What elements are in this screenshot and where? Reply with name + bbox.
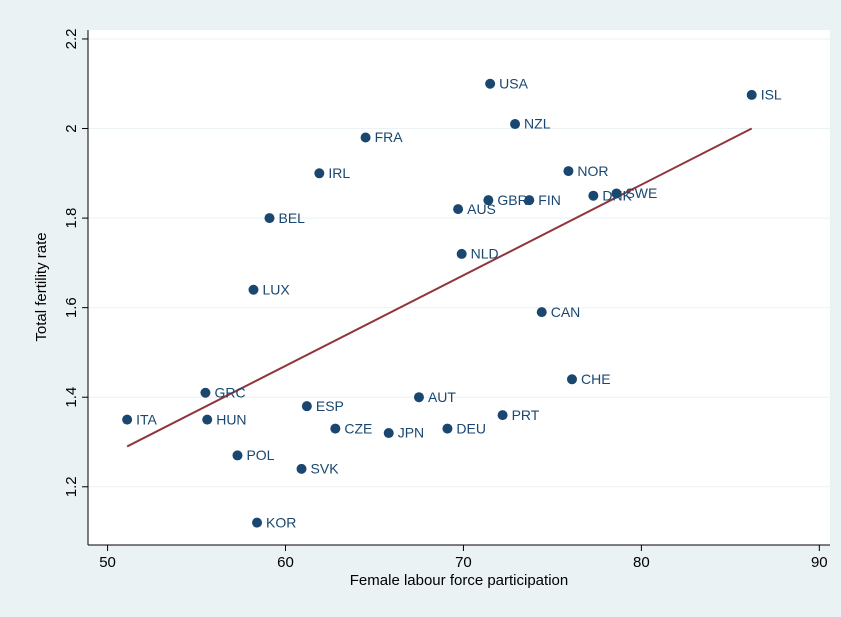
point-label: SWE — [625, 185, 657, 201]
point — [383, 428, 394, 439]
plot-area — [88, 30, 830, 545]
point-label: ITA — [136, 411, 157, 427]
y-tick-label: 1.6 — [63, 297, 80, 318]
point-label: PRT — [512, 407, 540, 423]
point — [510, 119, 521, 130]
point — [248, 284, 259, 295]
point-label: CZE — [344, 420, 372, 436]
x-tick-label: 90 — [811, 554, 828, 571]
point-label: GBR — [497, 192, 527, 208]
point — [442, 423, 453, 434]
point-label: KOR — [266, 514, 296, 530]
point-label: AUT — [428, 389, 456, 405]
y-tick-label: 1.2 — [63, 476, 80, 497]
point-label: CAN — [551, 304, 581, 320]
point — [524, 195, 535, 206]
point — [252, 517, 263, 528]
point — [202, 414, 213, 425]
point — [232, 450, 243, 461]
point — [588, 190, 599, 201]
point-label: CHE — [581, 371, 611, 387]
point-label: DEU — [456, 420, 486, 436]
y-axis-title: Total fertility rate — [33, 232, 50, 341]
point — [314, 168, 325, 179]
point — [453, 204, 464, 215]
point-label: FIN — [538, 192, 561, 208]
point — [330, 423, 341, 434]
fit-line — [126, 127, 753, 448]
point — [536, 307, 547, 318]
point — [200, 387, 211, 398]
point-label: BEL — [278, 210, 305, 226]
x-tick-label: 80 — [633, 554, 650, 571]
point-label: AUS — [467, 201, 496, 217]
point-label: JPN — [398, 425, 424, 441]
point-label: NOR — [577, 163, 608, 179]
y-tick-label: 2.2 — [63, 29, 80, 50]
point-label: ISL — [761, 87, 782, 103]
x-tick-label: 70 — [455, 554, 472, 571]
point — [413, 392, 424, 403]
point-label: SVK — [311, 461, 340, 477]
point-label: LUX — [262, 281, 290, 297]
point — [456, 248, 467, 259]
point — [296, 463, 307, 474]
y-tick-label: 1.8 — [63, 208, 80, 229]
x-tick-label: 60 — [277, 554, 294, 571]
point — [483, 195, 494, 206]
point-label: NLD — [471, 246, 499, 262]
point — [497, 410, 508, 421]
y-tick-label: 2 — [63, 124, 80, 132]
point-label: GRC — [214, 384, 245, 400]
point-label: USA — [499, 75, 528, 91]
point-label: ESP — [316, 398, 344, 414]
point-label: HUN — [216, 411, 246, 427]
x-axis-title: Female labour force participation — [350, 572, 568, 589]
point-label: FRA — [375, 129, 404, 145]
point — [301, 401, 312, 412]
x-tick-label: 50 — [99, 554, 116, 571]
point — [566, 374, 577, 385]
point — [264, 213, 275, 224]
point — [485, 78, 496, 89]
point — [563, 166, 574, 177]
y-tick-label: 1.4 — [63, 387, 80, 408]
point — [122, 414, 133, 425]
point — [746, 89, 757, 100]
point — [360, 132, 371, 143]
point-label: POL — [246, 447, 274, 463]
point — [611, 188, 622, 199]
point-label: IRL — [328, 165, 350, 181]
point-label: NZL — [524, 116, 551, 132]
